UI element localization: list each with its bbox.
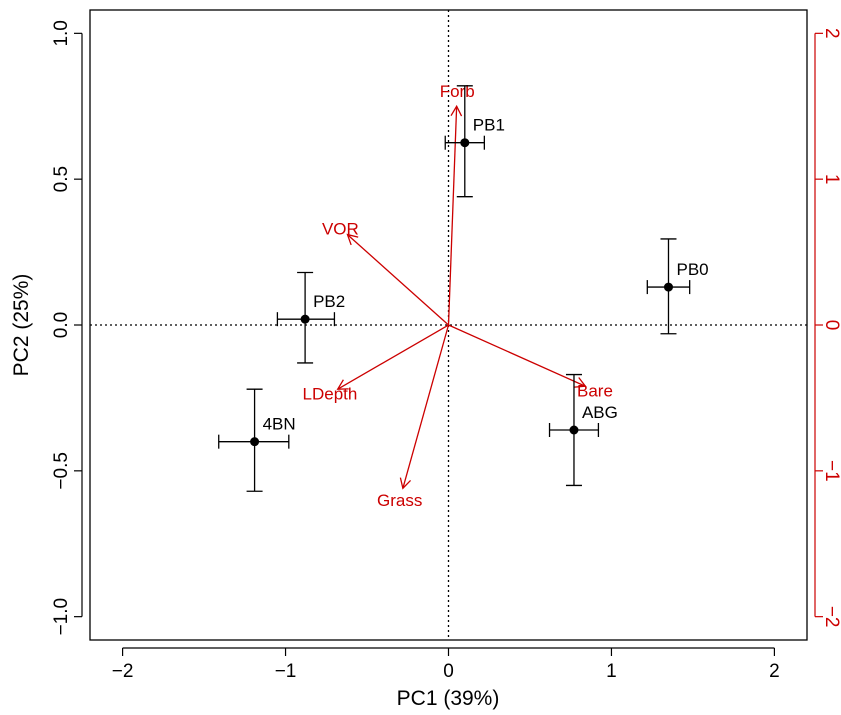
right-tick-label: −1: [821, 460, 841, 482]
point-marker: [569, 425, 579, 435]
point-marker: [663, 282, 673, 292]
point-label: ABG: [582, 403, 618, 422]
point-label: 4BN: [263, 415, 296, 434]
loading-label: Forb: [440, 82, 475, 101]
loading-label: Grass: [377, 491, 422, 510]
right-tick-label: −2: [821, 606, 841, 628]
right-tick-label: 1: [821, 174, 841, 185]
y-tick-label: −0.5: [51, 452, 72, 490]
right-tick-label: 0: [821, 320, 841, 331]
point-pb1: PB1: [444, 85, 505, 198]
y-tick-label: 0.0: [51, 312, 72, 338]
x-axis-title: PC1 (39%): [397, 687, 500, 710]
loading-label: LDepth: [303, 385, 358, 404]
x-tick-label: 0: [443, 661, 454, 682]
point-marker: [250, 437, 260, 447]
loading-arrow-vor: VOR: [322, 219, 449, 326]
loading-label: VOR: [322, 219, 359, 238]
right-tick-label: 2: [821, 28, 841, 39]
point-abg: ABG: [548, 373, 618, 487]
y-axis-title: PC2 (25%): [10, 274, 33, 377]
y-tick-label: 1.0: [51, 20, 72, 46]
loading-arrow-bare: Bare: [448, 324, 613, 401]
point-marker: [460, 138, 470, 148]
point-pb2: PB2: [276, 271, 345, 364]
point-label: PB1: [473, 116, 505, 135]
x-tick-label: 1: [606, 661, 617, 682]
y-tick-label: 0.5: [51, 166, 72, 192]
point-4bn: 4BN: [218, 388, 296, 492]
y-tick-label: −1.0: [51, 598, 72, 636]
loading-arrow-forb: Forb: [440, 82, 475, 326]
loading-arrow-grass: Grass: [377, 324, 450, 510]
x-tick-label: −1: [275, 661, 297, 682]
x-tick-label: −2: [112, 661, 134, 682]
loading-label: Bare: [577, 382, 613, 401]
point-marker: [300, 314, 310, 324]
loading-arrow-ldepth: LDepth: [303, 324, 449, 404]
x-tick-label: 2: [769, 661, 780, 682]
point-label: PB2: [313, 292, 345, 311]
point-label: PB0: [676, 260, 708, 279]
point-pb0: PB0: [646, 238, 709, 335]
